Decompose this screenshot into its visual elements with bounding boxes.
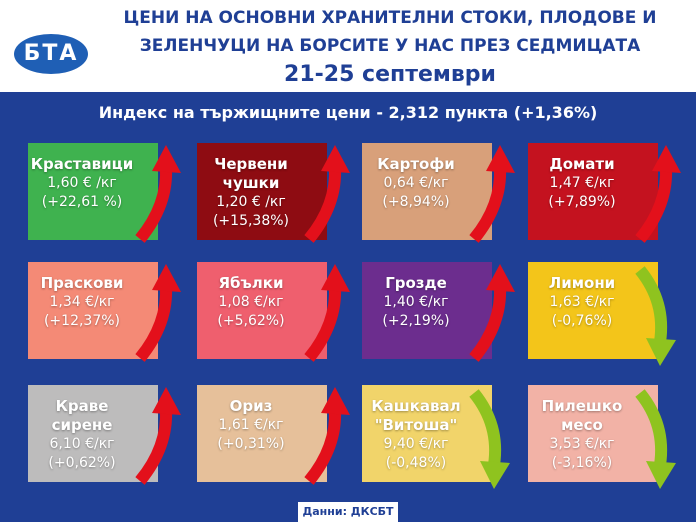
tile-name: Пилешко месо <box>541 397 623 434</box>
price-tile: Грозде 1,40 €/кг (+2,19%) <box>362 262 492 359</box>
tile-change: (+22,61 %) <box>41 194 123 210</box>
tile-price: 6,10 €/кг <box>49 436 115 452</box>
price-tile: Кашкавал "Витоша" 9,40 €/кг (-0,48%) <box>362 385 492 482</box>
tile-price: 1,47 €/кг <box>549 175 615 191</box>
tile-price: 1,63 €/кг <box>549 294 615 310</box>
tile-price: 9,40 €/кг <box>383 436 449 452</box>
tile-name: Краставици <box>30 155 134 173</box>
tile-name: Картофи <box>377 155 455 173</box>
tile-change: (+0,62%) <box>48 455 116 471</box>
tile-name: Лимони <box>548 274 616 292</box>
trend-arrow <box>469 285 507 362</box>
tile-price: 1,40 €/кг <box>383 294 449 310</box>
price-tile: Лимони 1,63 €/кг (-0,76%) <box>528 262 658 359</box>
trend-arrow <box>646 461 676 489</box>
price-tile: Краве сирене 6,10 €/кг (+0,62%) <box>28 385 158 482</box>
tile-change: (+2,19%) <box>382 313 450 329</box>
trend-arrow <box>152 387 181 415</box>
tile-price: 1,60 € /кг <box>47 175 117 191</box>
trend-arrow <box>152 264 181 292</box>
tile-change: (-0,76%) <box>551 313 613 329</box>
price-tile: Краставици 1,60 € /кг (+22,61 %) <box>28 143 158 240</box>
tile-change: (+5,62%) <box>217 313 285 329</box>
trend-arrow <box>152 145 181 173</box>
tile-change: (-3,16%) <box>551 455 613 471</box>
price-tile: Червени чушки 1,20 € /кг (+15,38%) <box>197 143 327 240</box>
trend-arrow <box>135 408 173 485</box>
price-tile: Картофи 0,64 €/кг (+8,94%) <box>362 143 492 240</box>
trend-arrow <box>321 264 350 292</box>
trend-arrow <box>480 461 510 489</box>
tile-name: Ябълки <box>218 274 284 292</box>
trend-arrow <box>469 166 507 243</box>
tile-price: 1,61 €/кг <box>218 417 284 433</box>
trend-arrow <box>321 145 350 173</box>
tile-change: (-0,48%) <box>385 455 447 471</box>
trend-arrow <box>321 387 350 415</box>
trend-arrow <box>652 145 681 173</box>
trend-arrow <box>304 408 342 485</box>
trend-arrow <box>635 266 668 343</box>
tile-change: (+15,38%) <box>212 213 290 229</box>
title-line: ЗЕЛЕНЧУЦИ НА БОРСИТЕ У НАС ПРЕЗ СЕДМИЦАТ… <box>139 36 641 56</box>
price-tile: Ябълки 1,08 €/кг (+5,62%) <box>197 262 327 359</box>
tile-name: Грозде <box>385 274 447 292</box>
tile-price: 1,08 €/кг <box>218 294 284 310</box>
trend-arrow <box>635 389 668 466</box>
tile-name: Краве сирене <box>51 397 113 434</box>
title-line: ЦЕНИ НА ОСНОВНИ ХРАНИТЕЛНИ СТОКИ, ПЛОДОВ… <box>123 8 657 28</box>
tile-change: (+0,31%) <box>217 436 285 452</box>
trend-arrow <box>635 166 673 243</box>
tile-name: Ориз <box>229 397 273 415</box>
tile-price: 0,64 €/кг <box>383 175 449 191</box>
price-tile: Пилешко месо 3,53 €/кг (-3,16%) <box>528 385 658 482</box>
tile-name: Праскови <box>40 274 124 292</box>
tile-name: Кашкавал "Витоша" <box>371 397 461 434</box>
price-tile: Праскови 1,34 €/кг (+12,37%) <box>28 262 158 359</box>
source: Данни: ДКСБТ <box>298 502 398 522</box>
header: БТА ЦЕНИ НА ОСНОВНИ ХРАНИТЕЛНИ СТОКИ, ПЛ… <box>0 0 696 92</box>
tile-price: 3,53 €/кг <box>549 436 615 452</box>
tile-change: (+7,89%) <box>548 194 616 210</box>
logo: БТА <box>14 34 88 74</box>
trend-arrow <box>135 166 173 243</box>
tile-price: 1,20 € /кг <box>216 194 286 210</box>
trend-arrow <box>646 338 676 366</box>
tile-price: 1,34 €/кг <box>49 294 115 310</box>
trend-arrow <box>304 285 342 362</box>
tile-name: Домати <box>549 155 615 173</box>
price-tile: Ориз 1,61 €/кг (+0,31%) <box>197 385 327 482</box>
date: 21-25 септември <box>284 62 496 87</box>
trend-arrow <box>469 389 502 466</box>
trend-arrow <box>486 145 515 173</box>
tile-name: Червени чушки <box>214 155 288 192</box>
trend-arrow <box>135 285 173 362</box>
trend-arrow <box>486 264 515 292</box>
tile-change: (+8,94%) <box>382 194 450 210</box>
subtitle: Индекс на тържищните цени - 2,312 пункта… <box>98 103 598 122</box>
price-tile: Домати 1,47 €/кг (+7,89%) <box>528 143 658 240</box>
trend-arrow <box>304 166 342 243</box>
tile-change: (+12,37%) <box>43 313 121 329</box>
